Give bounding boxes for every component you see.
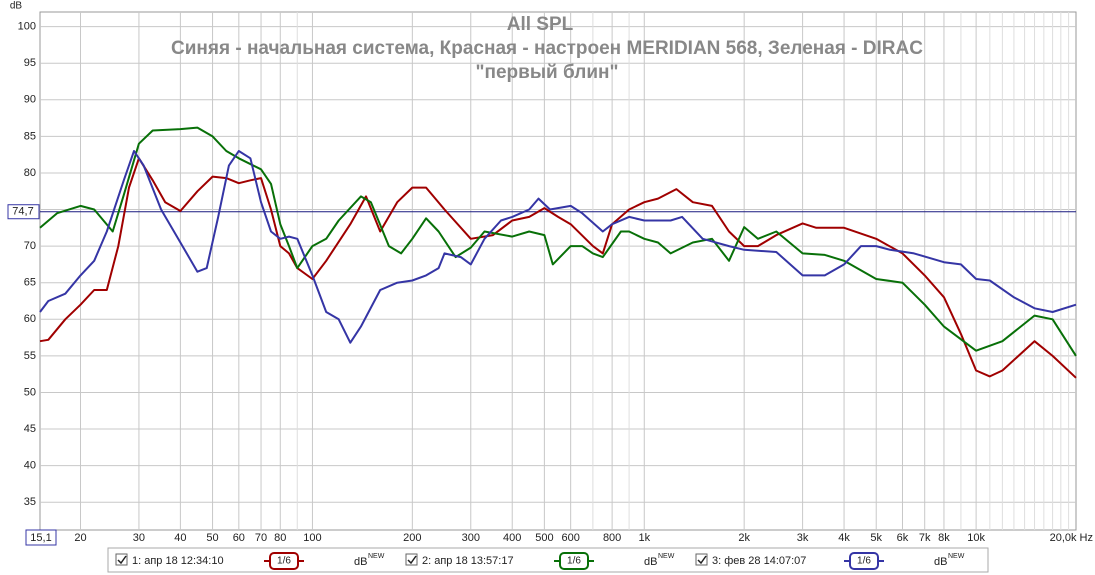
legend-checkbox[interactable] xyxy=(115,553,128,566)
x-tick-label: 100 xyxy=(303,532,321,544)
legend-check xyxy=(117,555,127,565)
y-tick-label: 80 xyxy=(24,167,36,179)
marker-label: 74,7 xyxy=(12,206,33,218)
x-tick-label: 7k xyxy=(919,532,931,544)
y-tick-label: 90 xyxy=(24,94,36,106)
legend-unit: dB xyxy=(644,556,657,568)
x-tick-label: 60 xyxy=(233,532,245,544)
legend xyxy=(107,547,989,573)
x-tick-label: 30 xyxy=(133,532,145,544)
x-tick-label: 40 xyxy=(174,532,186,544)
legend-checkbox[interactable] xyxy=(405,553,418,566)
chart-subtitle: "первый блин" xyxy=(475,62,618,83)
legend-check xyxy=(697,555,707,565)
x-tick-label: 4k xyxy=(838,532,850,544)
legend-label: 2: апр 18 13:57:17 xyxy=(422,555,514,567)
series-line xyxy=(39,150,1077,344)
chart-title: All SPL xyxy=(507,14,574,35)
y-tick-label: 100 xyxy=(18,21,36,33)
legend-badge: NEW xyxy=(368,553,385,560)
x-tick-label: 6k xyxy=(897,532,909,544)
x-tick-label: 2k xyxy=(738,532,750,544)
y-tick-label: 95 xyxy=(24,57,36,69)
legend-smoothing: 1/6 xyxy=(277,556,291,567)
y-axis-label: dB xyxy=(10,1,23,12)
legend-unit: dB xyxy=(354,556,367,568)
x-tick-label: 3k xyxy=(797,532,809,544)
x-tick-label: 600 xyxy=(561,532,579,544)
x-tick-label: 70 xyxy=(255,532,267,544)
x-tick-label: 200 xyxy=(403,532,421,544)
legend-label: 3: фев 28 14:07:07 xyxy=(712,555,806,567)
x-tick-label: 800 xyxy=(603,532,621,544)
legend-unit: dB xyxy=(934,556,947,568)
legend-label: 1: апр 18 12:34:10 xyxy=(132,555,224,567)
x-tick-label: 5k xyxy=(870,532,882,544)
y-tick-label: 45 xyxy=(24,423,36,435)
legend-smoothing: 1/6 xyxy=(857,556,871,567)
x-tick-label: 10k xyxy=(967,532,985,544)
y-tick-label: 55 xyxy=(24,350,36,362)
legend-badge: NEW xyxy=(658,553,675,560)
y-tick-label: 35 xyxy=(24,496,36,508)
x-tick-label: 80 xyxy=(274,532,286,544)
series-line xyxy=(39,157,1077,379)
legend-checkbox[interactable] xyxy=(695,553,708,566)
x-start-box xyxy=(25,529,57,546)
series-line xyxy=(39,126,1077,357)
x-tick-label: 8k xyxy=(938,532,950,544)
legend-smoothing-box[interactable] xyxy=(269,552,299,570)
x-tick-label: 1k xyxy=(638,532,650,544)
y-tick-label: 85 xyxy=(24,130,36,142)
x-tick-label: 300 xyxy=(462,532,480,544)
chart-subtitle: Синяя - начальная система, Красная - нас… xyxy=(171,38,923,59)
x-tick-label: 15,1 xyxy=(30,532,51,544)
x-tick-label: 50 xyxy=(206,532,218,544)
y-tick-label: 65 xyxy=(24,277,36,289)
y-tick-label: 70 xyxy=(24,240,36,252)
legend-check xyxy=(407,555,417,565)
x-tick-label: 20,0k Hz xyxy=(1050,532,1093,544)
x-tick-label: 500 xyxy=(535,532,553,544)
legend-smoothing: 1/6 xyxy=(567,556,581,567)
y-tick-label: 50 xyxy=(24,386,36,398)
x-tick-label: 400 xyxy=(503,532,521,544)
x-tick-label: 20 xyxy=(74,532,86,544)
legend-smoothing-box[interactable] xyxy=(849,552,879,570)
y-tick-label: 60 xyxy=(24,313,36,325)
legend-smoothing-box[interactable] xyxy=(559,552,589,570)
y-tick-label: 40 xyxy=(24,460,36,472)
legend-badge: NEW xyxy=(948,553,965,560)
marker-label-box xyxy=(7,204,40,220)
